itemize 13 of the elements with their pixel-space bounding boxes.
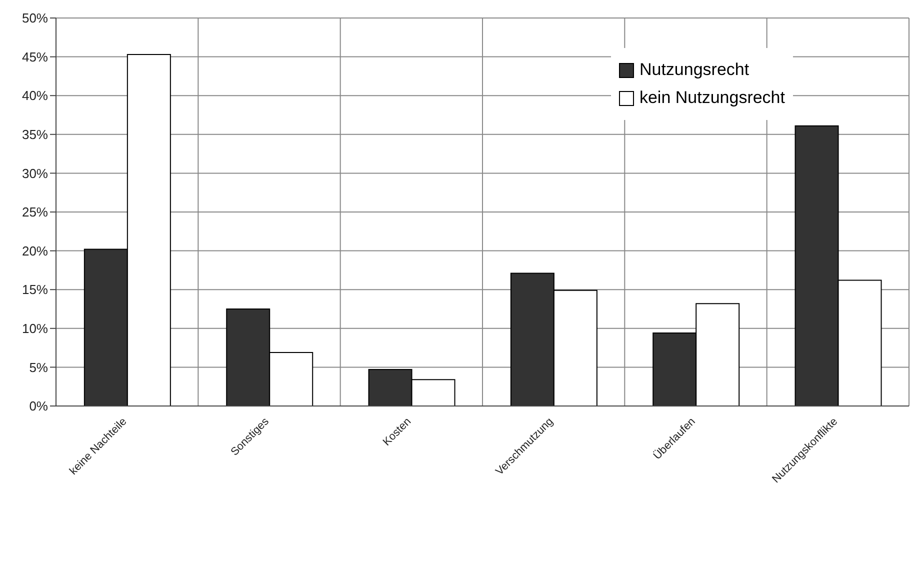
y-tick-label: 10% (22, 321, 48, 336)
y-tick-label: 5% (29, 360, 48, 375)
y-tick-label: 50% (22, 10, 48, 26)
y-tick-label: 45% (22, 49, 48, 64)
legend-label: kein Nutzungsrecht (639, 88, 785, 108)
y-tick-label: 40% (22, 88, 48, 104)
y-tick-label: 15% (22, 282, 48, 298)
y-tick-label: 35% (22, 127, 48, 142)
legend-label: Nutzungsrecht (639, 60, 750, 80)
y-tick-label: 0% (29, 398, 48, 414)
y-tick-label: 25% (22, 204, 48, 220)
y-tick-label: 20% (22, 243, 48, 258)
y-tick-label: 30% (22, 166, 48, 181)
